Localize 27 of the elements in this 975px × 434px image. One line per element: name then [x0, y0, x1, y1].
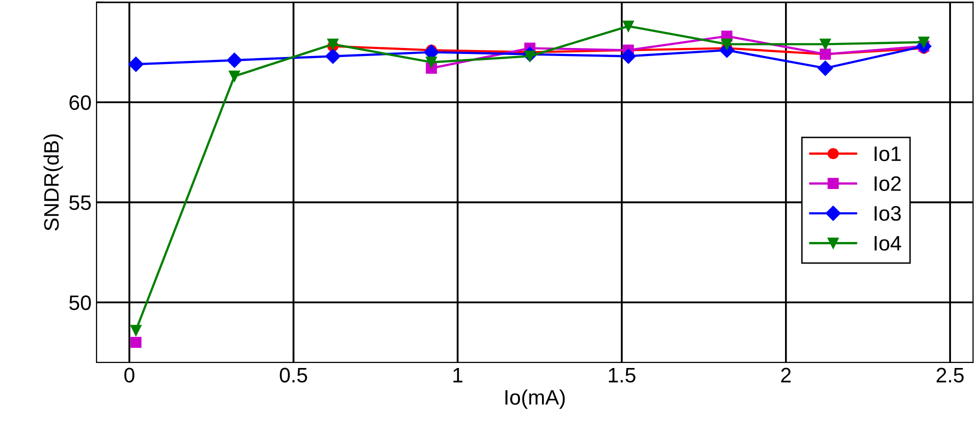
point: [128, 56, 144, 72]
point: [130, 324, 142, 336]
x-tick-label: 1: [453, 368, 462, 382]
x-tick-label: 0: [124, 368, 134, 383]
legend-label: Io4: [874, 236, 902, 251]
point: [818, 60, 833, 76]
point: [325, 48, 340, 64]
point: [130, 336, 142, 348]
point: [426, 56, 437, 68]
point: [820, 38, 831, 50]
point: [622, 20, 634, 32]
legend-label: Io1: [874, 146, 901, 162]
y-axis-title: SNDR(dB): [44, 134, 63, 231]
y-tick-label: 55: [69, 196, 91, 210]
point: [228, 70, 240, 82]
point: [721, 38, 732, 50]
x-tick-label: 0.5: [280, 368, 308, 383]
point: [620, 48, 636, 64]
x-axis-title: Io(mA): [505, 389, 565, 409]
legend-label: Io2: [874, 176, 901, 191]
y-tick-label: 50: [69, 295, 91, 310]
point: [226, 52, 242, 68]
x-tick-label: 2: [781, 368, 791, 382]
x-tick-label: 1.5: [608, 368, 636, 383]
y-tick-label: 60: [70, 95, 91, 110]
legend-label: Io3: [874, 206, 901, 221]
x-tick-label: 2.5: [936, 368, 964, 383]
